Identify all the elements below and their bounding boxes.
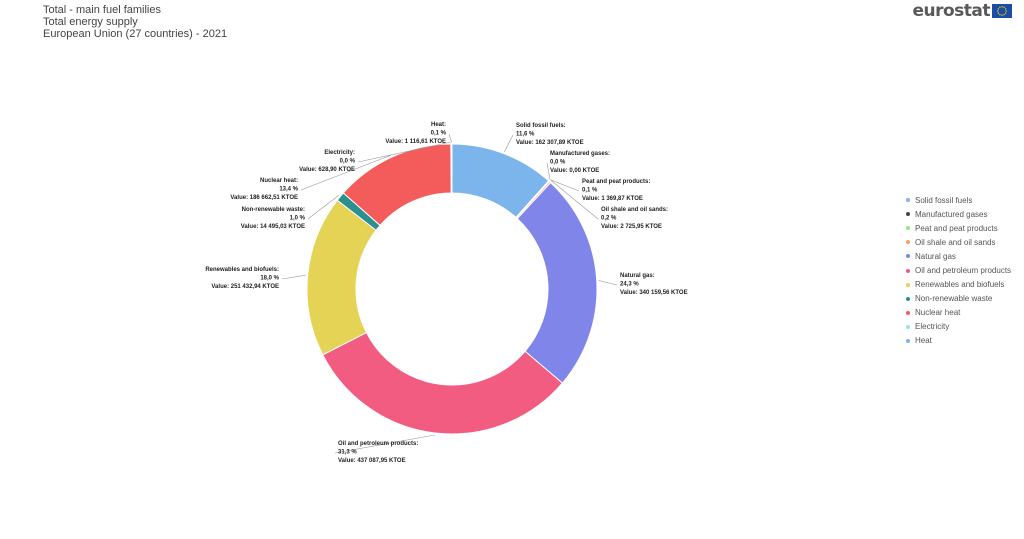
data-label-name: Non-renewable waste: xyxy=(242,207,305,213)
data-label-value: Value: 340 159,56 KTOE xyxy=(620,290,688,296)
legend-label: Peat and peat products xyxy=(915,223,998,233)
legend-marker-icon xyxy=(906,268,910,273)
legend-label: Non-renewable waste xyxy=(915,294,993,304)
data-label-percent: 0,1 % xyxy=(431,131,447,137)
legend-marker-icon xyxy=(906,198,910,203)
legend-item[interactable]: Oil shale and oil sands xyxy=(906,235,1011,249)
data-label-name: Oil and petroleum products: xyxy=(338,441,418,447)
legend-item[interactable]: Renewables and biofuels xyxy=(906,278,1011,292)
legend-marker-icon xyxy=(906,310,910,315)
data-label-value: Value: 2 725,95 KTOE xyxy=(601,224,662,230)
data-label-percent: 1,0 % xyxy=(290,216,306,222)
data-label-connector xyxy=(357,141,452,163)
data-label-connector xyxy=(546,162,551,180)
eurostat-wordmark: eurostat xyxy=(912,1,990,21)
data-label-percent: 13,4 % xyxy=(279,187,298,193)
legend-item[interactable]: Peat and peat products xyxy=(906,221,1011,235)
legend-label: Solid fossil fuels xyxy=(915,195,973,205)
legend-marker-icon xyxy=(906,212,910,217)
legend-label: Heat xyxy=(915,336,932,346)
legend-marker-icon xyxy=(906,282,910,287)
data-label-value: Value: 186 662,51 KTOE xyxy=(230,195,298,201)
chart-legend: Solid fossil fuels Manufactured gases Peat… xyxy=(906,193,1011,348)
data-label-value: Value: 14 495,03 KTOE xyxy=(241,224,305,230)
data-label-value: Value: 628,90 KTOE xyxy=(299,167,355,173)
data-label-value: Value: 1 116,61 KTOE xyxy=(385,139,446,145)
legend-item[interactable]: Solid fossil fuels xyxy=(906,193,1011,207)
data-label-connector xyxy=(334,434,435,454)
legend-item[interactable]: Oil and petroleum products xyxy=(906,263,1011,277)
legend-item[interactable]: Heat xyxy=(906,334,1011,348)
donut-slice-oil-and-petroleum-products[interactable] xyxy=(322,331,564,435)
data-label-name: Heat: xyxy=(431,122,446,128)
data-label-name: Manufactured gases: xyxy=(550,151,610,157)
data-label-connector xyxy=(307,195,339,220)
legend-item[interactable]: Manufactured gases xyxy=(906,207,1011,221)
legend-marker-icon xyxy=(906,254,910,259)
legend-item[interactable]: Non-renewable waste xyxy=(906,292,1011,306)
chart-subtitle-geo-time: European Union (27 countries) - 2021 xyxy=(43,28,228,40)
data-label-percent: 31,3 % xyxy=(338,450,357,456)
data-label-percent: 11,6 % xyxy=(516,132,535,138)
data-label-name: Peat and peat products: xyxy=(582,179,650,185)
data-label-connector xyxy=(281,274,306,280)
legend-label: Oil and petroleum products xyxy=(915,266,1012,276)
data-label-connector xyxy=(504,134,514,152)
data-label-value: Value: 437 087,95 KTOE xyxy=(338,458,406,464)
legend-label: Renewables and biofuels xyxy=(915,280,1005,290)
data-label-name: Oil shale and oil sands: xyxy=(601,207,668,213)
eurostat-logo[interactable]: eurostat xyxy=(912,1,1012,21)
legend-label: Natural gas xyxy=(915,251,956,261)
data-label-name: Renewables and biofuels: xyxy=(205,267,279,273)
donut-slice-natural-gas[interactable] xyxy=(516,181,598,384)
data-label-value: Value: 0,00 KTOE xyxy=(550,168,599,174)
data-label-percent: 0,0 % xyxy=(550,160,566,166)
data-label-value: Value: 251 432,94 KTOE xyxy=(211,284,279,290)
legend-marker-icon xyxy=(906,240,910,245)
data-label-percent: 0,1 % xyxy=(582,188,598,194)
data-label-percent: 18,0 % xyxy=(260,276,279,282)
legend-label: Manufactured gases xyxy=(915,209,988,219)
legend-label: Electricity xyxy=(915,322,950,332)
legend-label: Nuclear heat xyxy=(915,308,961,318)
data-label-connector xyxy=(551,180,599,220)
data-label-connector xyxy=(448,133,452,143)
data-label-connector xyxy=(550,179,580,192)
donut-slice-renewables-and-biofuels[interactable] xyxy=(306,199,377,356)
legend-marker-icon xyxy=(906,226,910,231)
data-label-connector xyxy=(598,280,618,286)
chart-subtitle: Total energy supply xyxy=(43,16,138,28)
legend-item[interactable]: Nuclear heat xyxy=(906,306,1011,320)
legend-label: Oil shale and oil sands xyxy=(915,237,996,247)
data-label-name: Natural gas: xyxy=(620,273,655,279)
data-label-percent: 0,0 % xyxy=(340,159,356,165)
data-label-name: Solid fossil fuels: xyxy=(516,123,566,129)
eu-flag-icon xyxy=(992,4,1012,18)
data-label-name: Electricity: xyxy=(324,150,355,156)
chart-title-block: Total - main fuel families Total energy … xyxy=(43,4,227,40)
data-label-percent: 0,2 % xyxy=(601,216,617,222)
legend-marker-icon xyxy=(906,338,910,343)
data-label-value: Value: 1 369,87 KTOE xyxy=(582,196,643,202)
legend-item[interactable]: Natural gas xyxy=(906,249,1011,263)
data-label-connector xyxy=(300,154,392,191)
data-label-value: Value: 162 307,89 KTOE xyxy=(516,140,584,146)
donut-slice-heat[interactable] xyxy=(450,143,453,194)
legend-marker-icon xyxy=(906,324,910,329)
legend-marker-icon xyxy=(906,296,910,301)
data-label-name: Nuclear heat: xyxy=(260,178,298,184)
data-label-percent: 24,3 % xyxy=(620,282,639,288)
legend-item[interactable]: Electricity xyxy=(906,320,1011,334)
chart-title: Total - main fuel families xyxy=(43,4,161,16)
